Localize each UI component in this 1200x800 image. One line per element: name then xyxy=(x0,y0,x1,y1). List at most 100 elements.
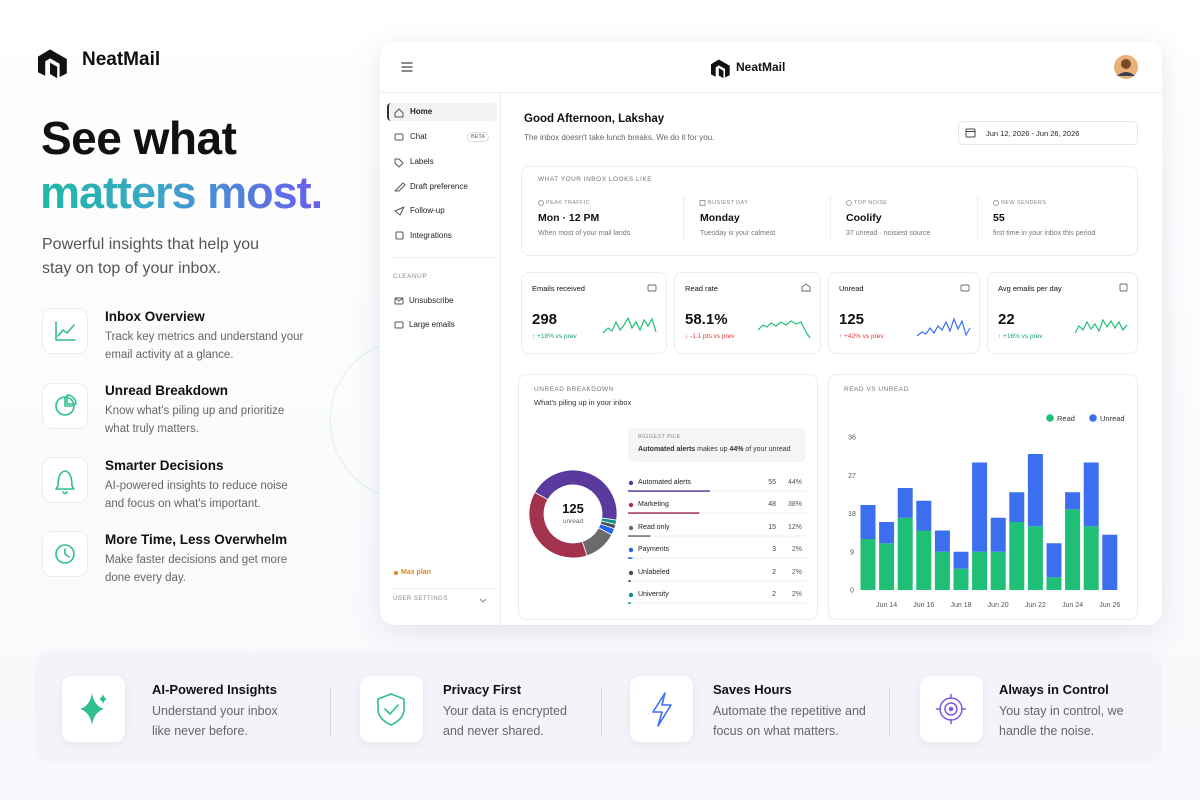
overview-value: Coolify xyxy=(846,212,882,224)
overview-note: Tuesday is your calmest xyxy=(700,230,776,237)
feature-text: Track key metrics and understand your em… xyxy=(105,331,304,361)
brand-logo xyxy=(50,62,58,79)
hero-subtitle: Powerful insights that help you stay on … xyxy=(42,236,260,277)
overview-divider xyxy=(977,196,978,240)
nav-item[interactable]: Draft preference xyxy=(410,182,468,191)
hero-title: See what xyxy=(41,112,237,164)
feature-text: Know what's piling up and prioritize wha… xyxy=(105,405,285,436)
metric-card xyxy=(987,272,1138,354)
legend-name: University xyxy=(638,590,669,598)
feature-icon-box xyxy=(42,308,88,354)
callout-text: Automated alerts makes up 44% of your un… xyxy=(638,446,791,454)
legend-percent: 44% xyxy=(787,478,802,486)
feature-icon xyxy=(55,321,77,564)
date-range[interactable]: Jun 12, 2026 - Jun 26, 2026 xyxy=(986,128,1080,138)
feature-icon-box xyxy=(42,457,88,503)
feature-title: Inbox Overview xyxy=(105,309,205,324)
overview-note: When most of your mail lands xyxy=(538,230,631,237)
nav-item[interactable]: Home xyxy=(410,107,433,116)
overview-value: Mon · 12 PM xyxy=(538,212,600,224)
feature-title: More Time, Less Overwhelm xyxy=(105,531,288,547)
nav-item[interactable]: Unsubscribe xyxy=(409,296,454,305)
header-divider xyxy=(380,92,1162,93)
legend-value: 15 xyxy=(768,523,776,531)
nav-active-bg xyxy=(387,103,497,121)
benefit-text: Your data is encrypted and never shared. xyxy=(443,704,567,738)
legend-name: Read only xyxy=(638,523,670,531)
metric-card xyxy=(674,272,821,354)
chart-subtitle: What's piling up in your inbox xyxy=(534,398,632,407)
tagline: The inbox doesn't take lunch breaks. We … xyxy=(524,133,715,142)
overview-divider xyxy=(830,196,831,240)
legend-percent: 38% xyxy=(787,500,802,508)
legend-percent: 2% xyxy=(791,568,802,576)
brand-name: NeatMail xyxy=(82,49,161,70)
benefit-icon-box xyxy=(360,676,423,742)
donut-center-value: 125 xyxy=(562,501,584,516)
benefit-icon-box xyxy=(920,676,983,742)
metric-change: ↑ +42% vs prev xyxy=(839,333,884,340)
metric-value: 125 xyxy=(839,311,865,328)
benefit-title: Always in Control xyxy=(999,682,1109,697)
chart-title: UNREAD BREAKDOWN xyxy=(534,386,614,393)
legend-label: Unread xyxy=(1100,414,1125,423)
feature-text: Make faster decisions and get more done … xyxy=(105,553,288,584)
benefit-text: Automate the repetitive and focus on wha… xyxy=(713,704,866,738)
app-brand: NeatMail xyxy=(736,60,786,74)
overview-label: NEW SENDERS xyxy=(1001,200,1047,206)
bar-card xyxy=(828,374,1138,620)
overview-divider xyxy=(683,196,684,240)
benefit-title: Saves Hours xyxy=(713,682,792,697)
legend-name: Payments xyxy=(638,545,670,553)
sidebar-separator xyxy=(392,257,497,258)
beta-badge xyxy=(467,132,489,142)
metric-label: Unread xyxy=(839,284,864,293)
overview-value: Monday xyxy=(700,212,740,224)
metric-value: 58.1% xyxy=(685,311,728,328)
legend-value: 2 xyxy=(772,568,776,576)
donut-center-label: unread xyxy=(562,518,584,525)
sidebar-heading: CLEANUP xyxy=(393,273,428,280)
benefit-text: You stay in control, we handle the noise… xyxy=(999,704,1124,738)
benefit-title: Privacy First xyxy=(443,682,522,697)
feature-icon-box xyxy=(42,531,88,577)
benefit-icon-box xyxy=(630,676,693,742)
overview-label: TOP NOISE xyxy=(854,200,888,206)
overview-card xyxy=(521,166,1138,256)
benefit-divider xyxy=(889,688,890,736)
date-picker[interactable] xyxy=(958,121,1138,145)
nav-item[interactable]: Labels xyxy=(410,157,434,166)
overview-heading: WHAT YOUR INBOX LOOKS LIKE xyxy=(538,176,653,183)
legend-percent: 12% xyxy=(787,523,802,531)
metric-label: Avg emails per day xyxy=(998,284,1062,293)
benefit-icon-box xyxy=(62,676,125,742)
metric-label: Emails received xyxy=(532,284,585,293)
legend-name: Automated alerts xyxy=(638,478,691,486)
callout-box xyxy=(628,428,806,462)
settings-label[interactable]: USER SETTINGS xyxy=(393,596,448,602)
legend-value: 3 xyxy=(772,545,776,553)
overview-label: BUSIEST DAY xyxy=(708,200,749,206)
metric-change: ↑ +18% vs prev xyxy=(532,333,577,340)
sidebar-separator xyxy=(392,588,497,589)
metric-card xyxy=(828,272,980,354)
nav-item[interactable]: Large emails xyxy=(409,320,455,329)
legend-value: 55 xyxy=(768,478,776,486)
feature-text: AI-powered insights to reduce noise and … xyxy=(105,479,288,510)
donut-card xyxy=(518,374,818,620)
overview-note: first time in your inbox this period xyxy=(993,230,1096,237)
legend-label: Read xyxy=(1057,414,1075,423)
sidebar-divider xyxy=(500,93,501,625)
nav-item[interactable]: Chat xyxy=(410,132,427,141)
callout-part: makes up xyxy=(695,446,730,453)
legend-value: 2 xyxy=(772,590,776,598)
overview-note: 37 unread · noisiest source xyxy=(846,230,931,237)
nav-item[interactable]: Integrations xyxy=(410,231,452,240)
nav-badge: BETA xyxy=(471,133,485,140)
nav-item[interactable]: Follow-up xyxy=(410,206,445,215)
metric-value: 298 xyxy=(532,311,558,328)
callout-heading: BIGGEST PILE xyxy=(638,434,681,440)
legend-percent: 2% xyxy=(791,545,802,553)
overview-label: PEAK TRAFFIC xyxy=(546,200,591,206)
